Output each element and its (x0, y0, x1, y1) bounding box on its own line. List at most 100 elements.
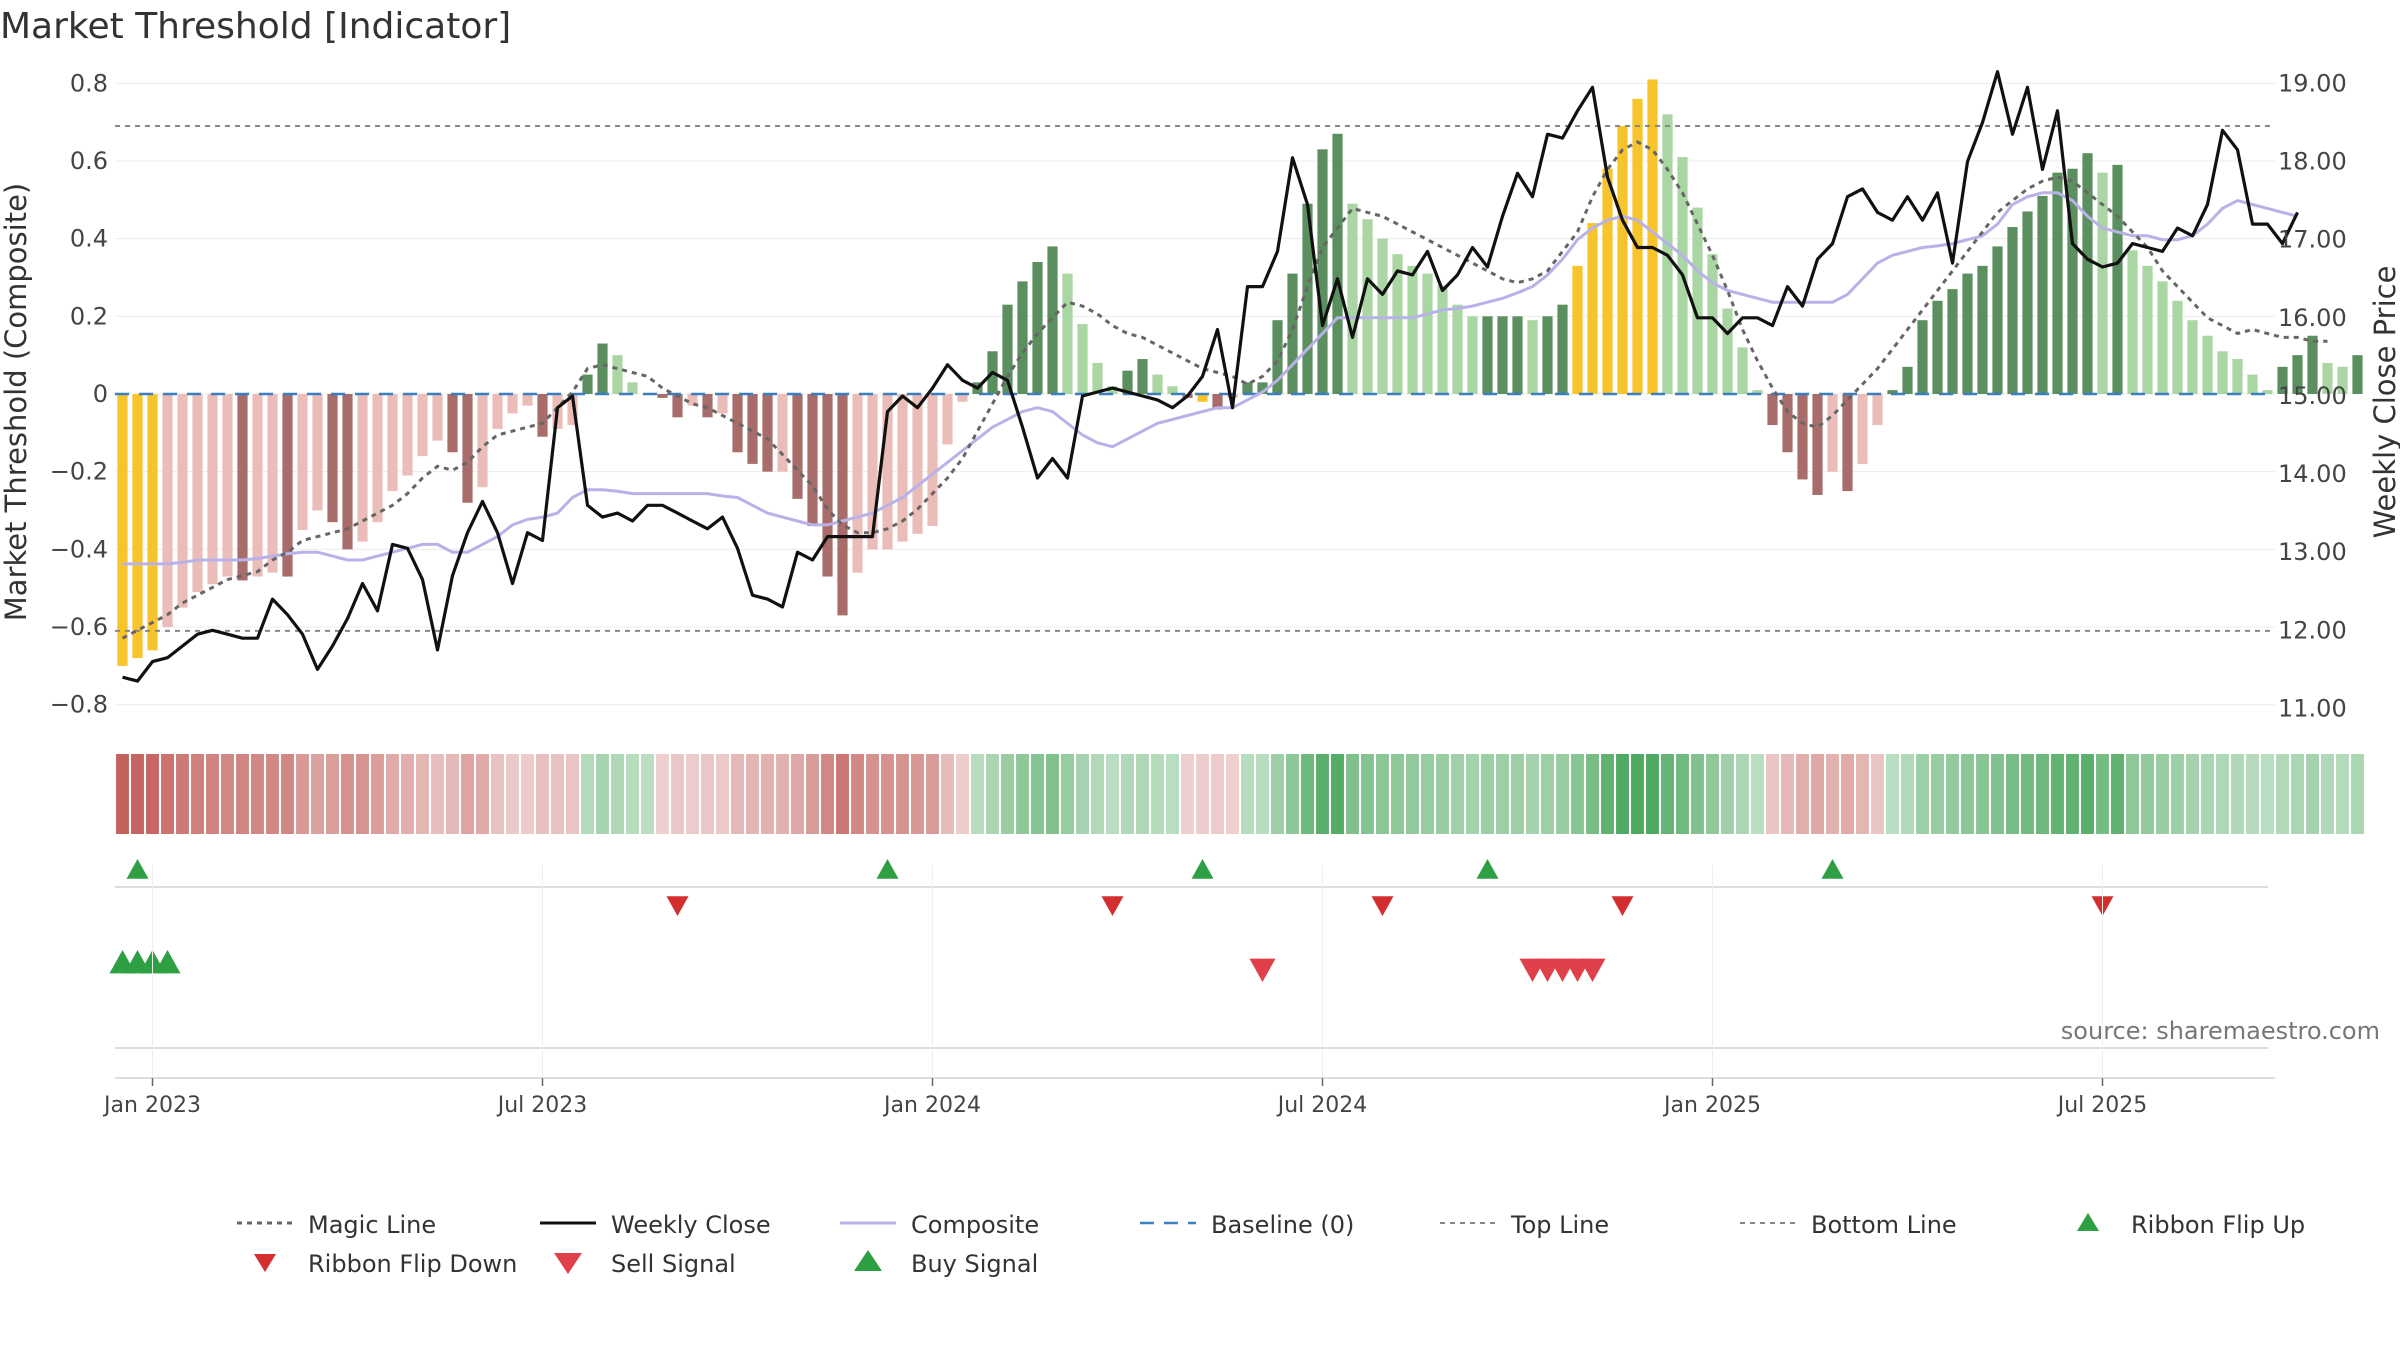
ribbon-cell (911, 754, 924, 834)
composite-bar (1407, 265, 1418, 394)
ribbon-cell (1676, 754, 1689, 834)
composite-bar (1302, 203, 1313, 394)
composite-bar (2007, 227, 2018, 394)
composite-bar (927, 394, 938, 527)
legend-label: Baseline (0) (1211, 1211, 1354, 1239)
composite-bar (432, 394, 443, 441)
composite-bar (522, 394, 533, 406)
ribbon-cell (1001, 754, 1014, 834)
ribbon-cell (566, 754, 579, 834)
composite-bar (417, 394, 428, 457)
ribbon-cell (371, 754, 384, 834)
ribbon-cell (1901, 754, 1914, 834)
composite-bar (252, 394, 263, 577)
source-label: source: sharemaestro.com (2061, 1017, 2380, 1045)
legend-label: Sell Signal (611, 1250, 736, 1278)
ribbon-cell (521, 754, 534, 834)
composite-bar (672, 394, 683, 418)
composite-bar (2247, 374, 2258, 394)
ribbon-cell (1241, 754, 1254, 834)
ribbon-flip-up-marker (876, 859, 899, 879)
ribbon-cell (1256, 754, 1269, 834)
ribbon-cell (1976, 754, 1989, 834)
composite-bar (1422, 273, 1433, 394)
composite-bar (222, 394, 233, 577)
composite-bar (357, 394, 368, 542)
ribbon-cell (1466, 754, 1479, 834)
legend-item-composite: Composite (840, 1211, 1039, 1239)
composite-bar (717, 394, 728, 414)
composite-bar (1092, 362, 1103, 394)
ribbon-cell (926, 754, 939, 834)
composite-bar (297, 394, 308, 530)
ribbon-flip-up-marker (1476, 859, 1499, 879)
composite-bar (2067, 168, 2078, 394)
composite-bar (1317, 149, 1328, 394)
legend-item-flipup: Ribbon Flip Up (2077, 1211, 2305, 1239)
left-tick-label: −0.8 (50, 691, 108, 719)
composite-bar (597, 343, 608, 394)
composite-bars (117, 79, 2363, 666)
ribbon-cell (146, 754, 159, 834)
composite-bar (582, 374, 593, 394)
composite-bar (1107, 386, 1118, 394)
legend-item-baseline: Baseline (0) (1140, 1211, 1354, 1239)
right-tick-label: 13.00 (2278, 538, 2347, 566)
composite-bar (2232, 359, 2243, 394)
composite-bar (2037, 195, 2048, 394)
legend-item-bottom: Bottom Line (1740, 1211, 1957, 1239)
composite-bar (117, 394, 128, 666)
ribbon-cell (2336, 754, 2349, 834)
ribbon-cell (416, 754, 429, 834)
ribbon-cell (1931, 754, 1944, 834)
ribbon-cell (1946, 754, 1959, 834)
ribbon-cell (746, 754, 759, 834)
flipdown-swatch-icon (254, 1254, 276, 1272)
composite-bar (1797, 394, 1808, 480)
ribbon-cell (1136, 754, 1149, 834)
ribbon-cell (866, 754, 879, 834)
ribbon-cell (986, 754, 999, 834)
composite-bar (807, 394, 818, 527)
composite-bar (2082, 153, 2093, 394)
legend-item-top: Top Line (1440, 1211, 1609, 1239)
composite-bar (1992, 246, 2003, 394)
ribbon-cell (761, 754, 774, 834)
ribbon-cell (971, 754, 984, 834)
composite-bar (1047, 246, 1058, 394)
composite-bar (1947, 289, 1958, 394)
ribbon-flip-down-marker (1611, 896, 1634, 916)
composite-bar (237, 394, 248, 581)
composite-bar (777, 394, 788, 472)
ribbon-cell (2036, 754, 2049, 834)
left-axis-ticks: 0.8 0.6 0.4 0.2 0 −0.2 −0.4 −0.6 −0.8 (50, 69, 108, 718)
composite-bar (942, 394, 953, 445)
composite-bar (1242, 382, 1253, 394)
composite-bar (2052, 172, 2063, 394)
ribbon-flip-up-marker (126, 859, 149, 879)
ribbon-cell (551, 754, 564, 834)
ribbon-cell (2096, 754, 2109, 834)
ribbon-cell (1286, 754, 1299, 834)
composite-bar (1722, 308, 1733, 394)
composite-bar (402, 394, 413, 476)
composite-bar (1362, 219, 1373, 394)
composite-bar (1257, 382, 1268, 394)
composite-bar (1692, 207, 1703, 394)
ribbon-cell (1721, 754, 1734, 834)
right-axis-label: Weekly Close Price (2368, 266, 2400, 539)
ribbon-cell (1436, 754, 1449, 834)
legend-label: Composite (911, 1211, 1039, 1239)
composite-bar (1557, 304, 1568, 394)
ribbon-cell (731, 754, 744, 834)
ribbon-cell (1046, 754, 1059, 834)
ribbon-cell (2201, 754, 2214, 834)
legend-label: Ribbon Flip Up (2131, 1211, 2305, 1239)
composite-bar (852, 394, 863, 573)
composite-bar (702, 394, 713, 418)
ribbon-cell (1361, 754, 1374, 834)
ribbon-cell (1316, 754, 1329, 834)
ribbon-cell (686, 754, 699, 834)
composite-bar (2097, 172, 2108, 394)
